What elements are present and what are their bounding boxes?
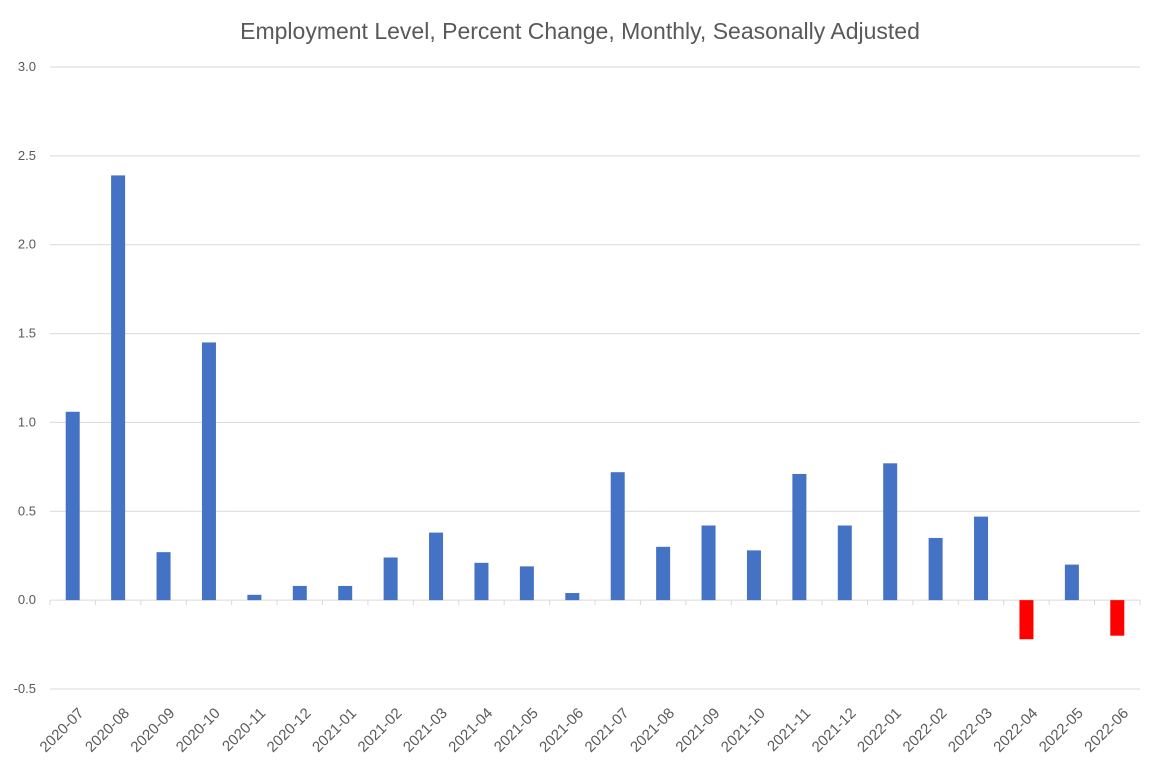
x-tick-label: 2021-02 xyxy=(354,705,405,756)
y-tick-label: 3.0 xyxy=(18,59,36,74)
bar-2020-07 xyxy=(65,411,80,601)
bar-2020-09 xyxy=(156,552,171,601)
bars xyxy=(65,175,1125,640)
x-tick-label: 2020-08 xyxy=(82,705,133,756)
y-tick-label: 0.5 xyxy=(18,503,36,518)
bar-2022-04 xyxy=(1019,600,1034,640)
bar-2021-10 xyxy=(746,550,761,601)
bar-2021-04 xyxy=(474,562,489,601)
x-tick-label: 2022-02 xyxy=(899,705,950,756)
bar-2020-08 xyxy=(111,175,126,601)
y-tick-label: 2.0 xyxy=(18,237,36,252)
bar-2020-12 xyxy=(292,585,307,601)
x-tick-label: 2022-04 xyxy=(990,705,1041,756)
bar-2022-06 xyxy=(1110,600,1125,636)
bar-2021-12 xyxy=(837,525,852,601)
bar-2021-07 xyxy=(610,472,625,601)
x-tick-label: 2020-11 xyxy=(219,705,269,755)
x-tick-label: 2021-12 xyxy=(809,705,860,756)
x-tick-label: 2021-09 xyxy=(672,705,723,756)
x-tick-label: 2021-10 xyxy=(718,705,769,756)
x-tick-label: 2021-08 xyxy=(627,705,678,756)
x-tick-label: 2021-01 xyxy=(309,705,360,756)
x-tick-label: 2021-04 xyxy=(445,705,496,756)
bar-2021-08 xyxy=(656,546,671,601)
x-tick-label: 2022-06 xyxy=(1081,705,1132,756)
y-tick-label: -0.5 xyxy=(14,681,36,696)
bar-2021-01 xyxy=(338,585,353,601)
x-tick-label: 2022-03 xyxy=(945,705,996,756)
x-tick-label: 2020-07 xyxy=(37,705,88,756)
x-tick-label: 2021-06 xyxy=(536,705,587,756)
x-tick-label: 2020-10 xyxy=(173,705,224,756)
bar-2021-11 xyxy=(792,473,807,601)
x-tick-label: 2021-11 xyxy=(764,705,814,755)
x-tick-label: 2021-07 xyxy=(582,705,633,756)
bar-2022-03 xyxy=(974,516,989,601)
x-tick-label: 2021-03 xyxy=(400,705,451,756)
bar-2022-05 xyxy=(1064,564,1079,601)
x-axis-tick-marks xyxy=(49,600,1141,606)
chart-title: Employment Level, Percent Change, Monthl… xyxy=(240,18,920,44)
x-tick-label: 2020-12 xyxy=(264,705,315,756)
bar-2022-01 xyxy=(883,463,898,601)
bar-2020-11 xyxy=(247,594,262,601)
x-tick-label: 2022-05 xyxy=(1036,705,1087,756)
x-tick-label: 2020-09 xyxy=(127,705,178,756)
bar-2021-03 xyxy=(429,532,444,601)
x-tick-label: 2021-05 xyxy=(491,705,542,756)
bar-2022-02 xyxy=(928,537,943,601)
y-tick-label: 1.0 xyxy=(18,414,36,429)
bar-2020-10 xyxy=(201,342,216,601)
y-tick-label: 2.5 xyxy=(18,148,36,163)
bar-2021-09 xyxy=(701,525,716,601)
bar-2021-02 xyxy=(383,557,398,601)
y-tick-label: 0.0 xyxy=(18,592,36,607)
bar-2021-06 xyxy=(565,593,580,601)
y-axis-tick-labels: -0.5 0.0 0.5 1.0 1.5 2.0 2.5 3.0 xyxy=(14,59,36,696)
y-tick-label: 1.5 xyxy=(18,326,36,341)
x-axis-tick-labels: 2020-072020-082020-092020-102020-112020-… xyxy=(37,705,1133,756)
bar-2021-05 xyxy=(519,566,534,601)
x-tick-label: 2022-01 xyxy=(854,705,905,756)
